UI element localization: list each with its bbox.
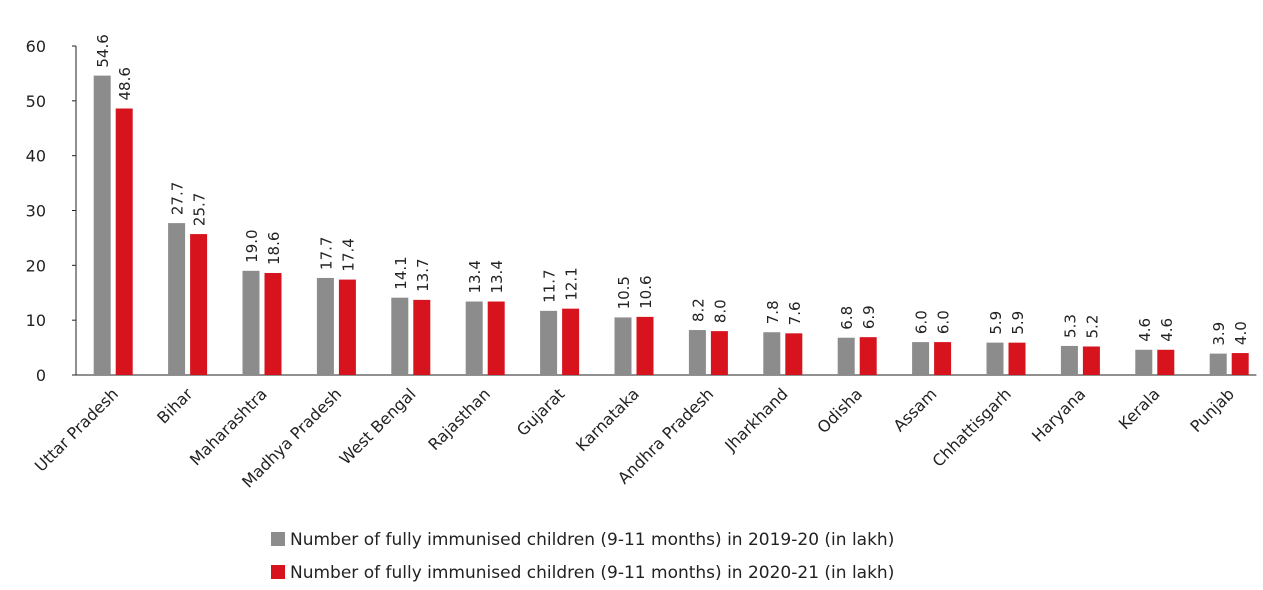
bar bbox=[859, 337, 877, 375]
x-tick-label: Kerala bbox=[1115, 384, 1164, 433]
value-label: 13.4 bbox=[488, 260, 506, 293]
bar bbox=[264, 273, 282, 375]
value-label: 19.0 bbox=[243, 229, 261, 262]
value-label: 5.3 bbox=[1061, 314, 1079, 338]
x-tick-label: Assam bbox=[890, 384, 941, 435]
bar bbox=[1082, 346, 1100, 375]
bar bbox=[1209, 353, 1227, 375]
bar bbox=[934, 342, 952, 375]
bar bbox=[986, 342, 1004, 375]
x-tick-label: Jharkhand bbox=[720, 384, 791, 455]
y-tick-label: 20 bbox=[26, 256, 46, 275]
bar bbox=[168, 223, 186, 375]
x-tick-label: Karnataka bbox=[572, 384, 643, 455]
bar bbox=[316, 277, 334, 375]
y-tick-label: 50 bbox=[26, 92, 46, 111]
x-tick-label: Uttar Pradesh bbox=[31, 384, 122, 475]
x-tick-label: West Bengal bbox=[336, 384, 420, 468]
value-label: 4.6 bbox=[1158, 318, 1176, 342]
value-label: 18.6 bbox=[265, 232, 283, 265]
value-label: 13.4 bbox=[466, 260, 484, 293]
bar bbox=[391, 297, 409, 375]
value-label: 48.6 bbox=[116, 67, 134, 100]
bar bbox=[338, 279, 356, 375]
value-label: 10.5 bbox=[615, 276, 633, 309]
bar bbox=[1008, 342, 1026, 375]
value-label: 5.9 bbox=[987, 311, 1005, 335]
bar bbox=[1157, 349, 1175, 375]
value-label: 17.4 bbox=[339, 238, 357, 271]
bar bbox=[636, 316, 654, 375]
bar bbox=[190, 234, 208, 375]
y-tick-label: 60 bbox=[26, 37, 46, 56]
value-label: 25.7 bbox=[191, 193, 209, 226]
legend-swatch bbox=[271, 565, 285, 579]
bar bbox=[1060, 345, 1078, 375]
bar bbox=[614, 317, 632, 375]
value-label: 7.8 bbox=[764, 300, 782, 324]
x-tick-label: Bihar bbox=[153, 384, 196, 427]
bar bbox=[465, 301, 483, 375]
bar bbox=[912, 342, 930, 375]
legend-label: Number of fully immunised children (9-11… bbox=[290, 563, 894, 583]
bar bbox=[115, 108, 133, 375]
bar bbox=[413, 299, 431, 375]
value-label: 11.7 bbox=[541, 269, 559, 302]
value-label: 6.8 bbox=[838, 306, 856, 330]
bar bbox=[487, 301, 505, 375]
bar bbox=[710, 331, 728, 375]
bar bbox=[242, 270, 260, 375]
value-label: 4.0 bbox=[1232, 321, 1250, 345]
x-tick-label: Rajasthan bbox=[424, 384, 494, 454]
x-tick-label: Maharashtra bbox=[186, 384, 271, 469]
value-label: 14.1 bbox=[392, 256, 410, 289]
value-label: 13.7 bbox=[414, 258, 432, 291]
value-label: 6.9 bbox=[860, 305, 878, 329]
bar bbox=[562, 308, 580, 375]
value-label: 17.7 bbox=[317, 237, 335, 270]
bar bbox=[540, 310, 558, 375]
legend-swatch bbox=[271, 532, 285, 546]
value-label: 7.6 bbox=[786, 301, 804, 325]
x-tick-label: Gujarat bbox=[513, 384, 568, 439]
bar bbox=[785, 333, 803, 375]
legend-label: Number of fully immunised children (9-11… bbox=[290, 530, 894, 550]
bar bbox=[93, 75, 111, 376]
bar bbox=[837, 337, 855, 375]
bar bbox=[688, 330, 706, 375]
x-tick-label: Punjab bbox=[1186, 384, 1238, 436]
value-label: 4.6 bbox=[1136, 318, 1154, 342]
y-tick-label: 0 bbox=[36, 366, 46, 385]
value-label: 6.0 bbox=[913, 310, 931, 334]
value-label: 5.2 bbox=[1083, 315, 1101, 339]
value-label: 5.9 bbox=[1009, 311, 1027, 335]
x-tick-label: Haryana bbox=[1028, 384, 1089, 445]
bar bbox=[763, 332, 781, 375]
value-label: 8.2 bbox=[689, 298, 707, 322]
y-tick-label: 40 bbox=[26, 147, 46, 166]
value-label: 27.7 bbox=[169, 182, 187, 215]
value-label: 10.6 bbox=[637, 275, 655, 308]
bar bbox=[1231, 353, 1249, 375]
value-label: 54.6 bbox=[94, 34, 112, 67]
y-tick-label: 10 bbox=[26, 311, 46, 330]
x-tick-label: Chhattisgarh bbox=[929, 384, 1015, 470]
value-label: 12.1 bbox=[563, 267, 581, 300]
value-label: 8.0 bbox=[711, 299, 729, 323]
y-tick-label: 30 bbox=[26, 202, 46, 221]
value-label: 6.0 bbox=[935, 310, 953, 334]
value-label: 3.9 bbox=[1210, 322, 1228, 346]
bar bbox=[1135, 349, 1153, 375]
x-tick-label: Odisha bbox=[813, 384, 866, 437]
